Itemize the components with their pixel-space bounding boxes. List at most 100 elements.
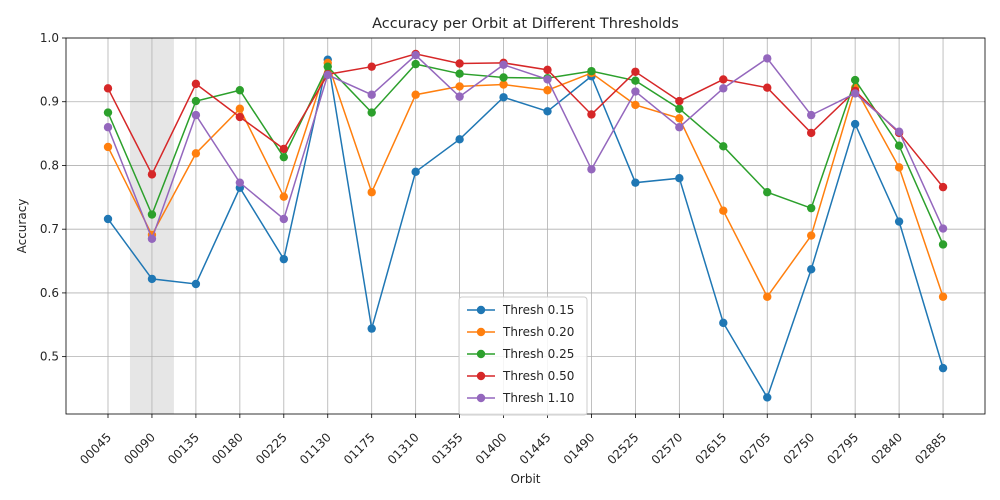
data-point (763, 54, 772, 63)
data-point (279, 254, 288, 264)
data-point (235, 178, 245, 187)
data-point (938, 182, 948, 192)
data-point (587, 66, 596, 76)
data-point (938, 224, 948, 233)
data-point (631, 67, 640, 76)
data-point (279, 214, 288, 224)
legend-label: Thresh 0.50 (502, 369, 574, 383)
data-point (323, 62, 332, 71)
data-point (367, 62, 376, 71)
data-point (103, 123, 113, 132)
data-point (103, 214, 113, 224)
data-point (894, 217, 904, 226)
legend-label: Thresh 0.20 (502, 325, 574, 339)
legend-marker (476, 393, 486, 403)
data-point (147, 170, 157, 179)
series-line (107, 53, 944, 188)
data-point (763, 292, 772, 301)
data-point (543, 65, 552, 75)
data-point (719, 75, 728, 84)
legend-marker (476, 327, 486, 337)
data-point (499, 80, 508, 89)
data-point (807, 203, 816, 213)
data-point (279, 152, 288, 162)
legend-marker (476, 371, 486, 381)
data-point (455, 92, 464, 101)
data-point (675, 174, 684, 183)
series-group (103, 51, 948, 243)
y-tick-label: 1.0 (40, 31, 59, 45)
data-point (850, 89, 860, 98)
series-line (107, 54, 944, 241)
y-tick-label: 0.6 (40, 286, 59, 300)
data-point (147, 234, 157, 243)
data-point (323, 70, 332, 80)
data-point (719, 206, 728, 215)
data-point (719, 142, 728, 151)
data-point (499, 60, 508, 69)
data-point (807, 110, 816, 120)
data-point (191, 110, 201, 120)
data-point (543, 75, 552, 84)
data-point (938, 363, 948, 373)
data-point (631, 178, 640, 187)
data-point (719, 84, 728, 93)
y-tick-label: 0.5 (40, 350, 59, 364)
data-point (367, 324, 376, 333)
data-point (675, 123, 684, 132)
data-point (191, 149, 201, 158)
data-point (763, 393, 772, 402)
legend: Thresh 0.15 Thresh 0.20 Thresh 0.25 Thresh … (458, 296, 588, 416)
data-point (807, 128, 816, 138)
data-point (279, 144, 288, 154)
data-point (763, 83, 772, 92)
data-point (938, 240, 948, 249)
legend-marker (476, 305, 486, 315)
chart-title: Accuracy per Orbit at Different Threshol… (372, 16, 679, 32)
data-point (675, 96, 684, 106)
legend-box (458, 296, 588, 416)
data-point (850, 119, 860, 129)
data-point (367, 188, 376, 197)
data-point (455, 69, 464, 78)
data-point (455, 82, 464, 91)
series-line (107, 59, 944, 400)
data-point (455, 135, 464, 144)
data-point (763, 188, 772, 197)
y-axis-ticks: 0.5 0.6 0.7 0.8 0.9 1.0 (40, 31, 66, 364)
data-point (675, 114, 684, 123)
series-layer (103, 49, 948, 402)
data-point (499, 93, 508, 102)
data-point (235, 86, 245, 95)
y-axis-label: Accuracy (15, 199, 29, 254)
data-point (631, 87, 640, 96)
x-axis-label: Orbit (510, 472, 540, 486)
data-point (587, 110, 596, 119)
data-point (103, 108, 113, 117)
data-point (631, 76, 640, 85)
data-point (894, 127, 904, 136)
data-point (235, 112, 245, 122)
data-point (499, 73, 508, 82)
data-point (938, 292, 948, 301)
legend-label: Thresh 1.10 (502, 391, 574, 405)
data-point (675, 104, 684, 113)
y-tick-label: 0.7 (40, 222, 59, 236)
data-point (367, 108, 376, 117)
data-point (850, 75, 860, 85)
data-point (807, 265, 816, 274)
data-point (807, 231, 816, 240)
data-point (191, 96, 201, 106)
series-line (107, 60, 944, 299)
data-point (631, 100, 640, 110)
data-point (411, 90, 420, 99)
y-tick-label: 0.9 (40, 95, 59, 109)
data-point (103, 142, 113, 152)
data-point (543, 107, 552, 116)
data-point (191, 279, 201, 289)
data-point (894, 141, 904, 150)
data-point (103, 84, 113, 93)
data-point (894, 163, 904, 172)
legend-label: Thresh 0.25 (502, 347, 574, 361)
